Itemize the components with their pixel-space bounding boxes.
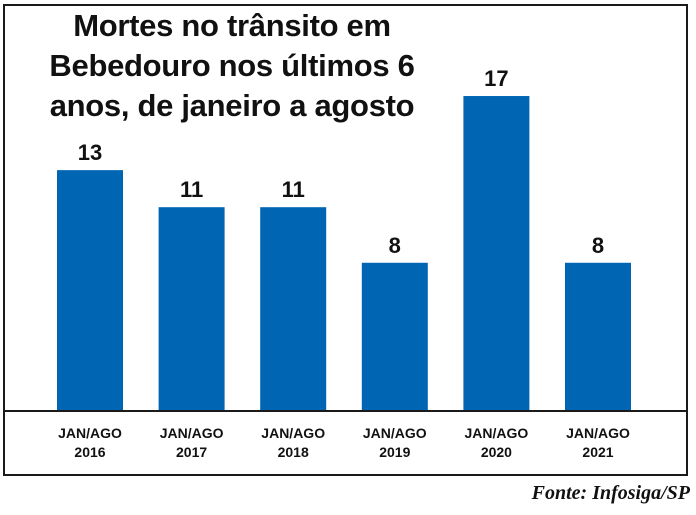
bar-2018 bbox=[260, 207, 327, 411]
chart-frame bbox=[3, 4, 688, 476]
bar-2020 bbox=[463, 96, 530, 411]
tick-label-2016: JAN/AGO 2016 bbox=[58, 425, 122, 460]
bar-2016 bbox=[57, 170, 123, 411]
bar-2021 bbox=[565, 262, 631, 411]
data-label-2018: 11 bbox=[282, 177, 305, 202]
tick-label-2018: JAN/AGO 2018 bbox=[261, 425, 325, 460]
bar-2019 bbox=[361, 262, 428, 411]
chart-title: Mortes no trânsito em Bebedouro nos últi… bbox=[49, 8, 415, 123]
tick-label-2021: JAN/AGO 2021 bbox=[566, 425, 630, 460]
source-credit: Fonte: Infosiga/SP bbox=[531, 482, 690, 504]
bar-2017 bbox=[158, 207, 225, 411]
tick-label-2017: JAN/AGO 2017 bbox=[160, 425, 224, 460]
data-label-2017: 11 bbox=[180, 177, 203, 202]
data-label-2020: 17 bbox=[484, 66, 508, 91]
tick-label-2019: JAN/AGO 2019 bbox=[363, 425, 427, 460]
data-label-2016: 13 bbox=[78, 140, 102, 165]
data-label-2019: 8 bbox=[389, 233, 401, 258]
tick-label-2020: JAN/AGO 2020 bbox=[465, 425, 529, 460]
data-label-2021: 8 bbox=[592, 233, 604, 258]
